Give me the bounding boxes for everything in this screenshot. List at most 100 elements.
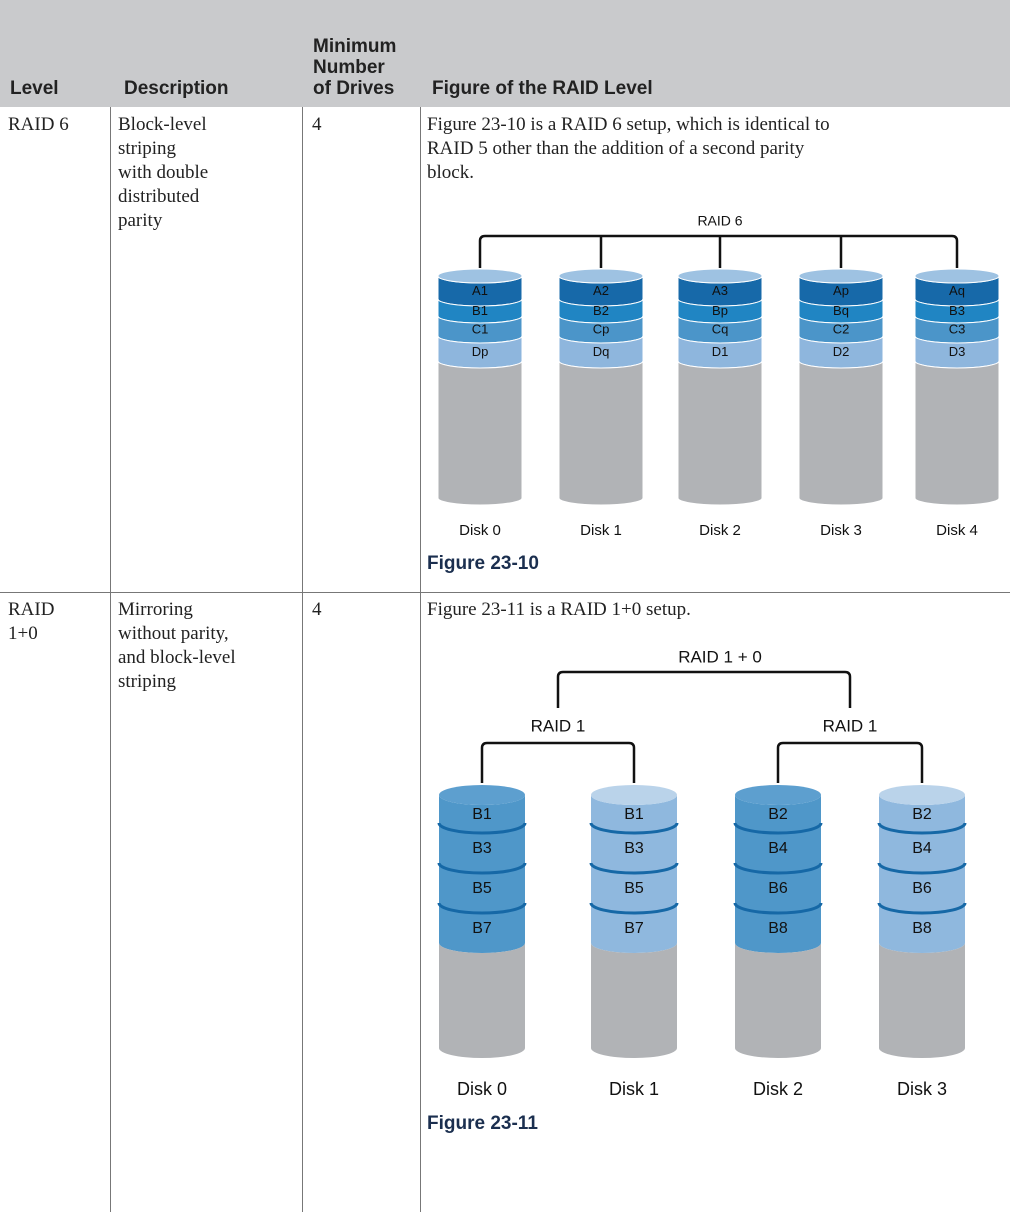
min-drives-cell: 4: [312, 114, 322, 135]
block-label: C3: [949, 322, 966, 337]
block-label: D1: [712, 344, 729, 359]
disk-top: [879, 785, 965, 805]
disk-top: [798, 268, 884, 284]
disk-label: Disk 3: [897, 1079, 947, 1099]
disk-block: [879, 863, 965, 913]
block-separator: [589, 822, 679, 835]
disk-label: Disk 2: [753, 1079, 803, 1099]
min-drives-cell: 4: [312, 599, 322, 620]
description-cell-line: striping: [118, 671, 177, 692]
block-label: B6: [912, 880, 932, 897]
block-label: B2: [912, 806, 932, 823]
block-label: Ap: [833, 283, 849, 298]
disk-block: [735, 903, 821, 953]
block-label: C2: [833, 322, 850, 337]
block-label: Bp: [712, 303, 728, 318]
block-label: D2: [833, 344, 850, 359]
disk-block: [591, 795, 677, 833]
disk-label: Disk 0: [459, 522, 501, 539]
description-cell-line: parity: [118, 210, 163, 231]
block-label: Cq: [712, 322, 729, 337]
column-border: [420, 107, 421, 1212]
figure-text: Figure 23-11 is a RAID 1+0 setup.: [427, 598, 691, 622]
figure-text-line: Figure 23-11 is a RAID 1+0 setup.: [427, 599, 691, 620]
block-label: Cp: [593, 322, 610, 337]
disk-block: [879, 903, 965, 953]
figure-text: Figure 23-10 is a RAID 6 setup, which is…: [427, 113, 830, 185]
block-label: Dq: [593, 344, 610, 359]
block-label: C1: [472, 322, 489, 337]
description-cell-line: and block-level: [118, 647, 236, 668]
disk-label: Disk 4: [936, 522, 978, 539]
figure-text-line: RAID 5 other than the addition of a seco…: [427, 138, 805, 159]
disk-top: [914, 268, 1000, 284]
block-label: A2: [593, 283, 609, 298]
disk-top: [558, 268, 644, 284]
description-cell-line: with double: [118, 162, 209, 183]
block-label: B3: [472, 840, 492, 857]
bracket: [480, 741, 636, 783]
header-cell-line: Description: [124, 78, 229, 99]
disk-block: [591, 903, 677, 953]
disk-body: [879, 943, 965, 1058]
disk-body: [677, 360, 763, 506]
disk-block: [439, 823, 525, 873]
header-cell-line: of Drives: [313, 78, 395, 99]
header-cell: Description: [124, 78, 229, 99]
block-label: B6: [768, 880, 788, 897]
disk-block: [439, 903, 525, 953]
diagram-title: RAID 6: [697, 213, 742, 229]
bracket: [556, 670, 852, 708]
block-label: B3: [624, 840, 644, 857]
level-cell-line: RAID: [8, 599, 55, 620]
block-label: B4: [912, 840, 932, 857]
table-header: Level Description Minimum Number of Drives Fi…: [0, 0, 1010, 107]
figure-text-line: Figure 23-10 is a RAID 6 setup, which is…: [427, 114, 830, 135]
block-separator: [733, 902, 823, 915]
block-label: B1: [472, 303, 488, 318]
block-separator: [877, 902, 967, 915]
disk-block: [735, 863, 821, 913]
block-separator: [437, 862, 527, 875]
level-cell: RAID 6: [8, 113, 69, 137]
disk-body: [798, 360, 884, 506]
header-cell: Minimum Number of Drives: [313, 36, 396, 99]
disk-top: [437, 268, 523, 284]
disk-block: [439, 863, 525, 913]
disk-block: [879, 795, 965, 833]
block-label: D3: [949, 344, 966, 359]
disk-body: [914, 360, 1000, 506]
block-label: A3: [712, 283, 728, 298]
disk-body: [437, 360, 523, 506]
row-border: [0, 592, 1010, 593]
header-cell-line: Number: [313, 57, 385, 78]
block-separator: [733, 862, 823, 875]
disk-label: Disk 1: [609, 1079, 659, 1099]
bracket: [776, 741, 924, 783]
description-cell-line: without parity,: [118, 623, 229, 644]
figure-caption: Figure 23-10: [427, 553, 539, 574]
block-separator: [589, 902, 679, 915]
description-cell-line: striping: [118, 138, 177, 159]
block-label: A1: [472, 283, 488, 298]
header-cell-line: Minimum: [313, 36, 397, 57]
disk-block: [735, 823, 821, 873]
diagram-title: RAID 1 + 0: [678, 647, 762, 666]
figure-caption: Figure 23-11: [427, 1113, 538, 1134]
disk-top: [677, 268, 763, 284]
figure-text-line: block.: [427, 162, 474, 183]
block-label: B1: [624, 806, 644, 823]
disk-body: [439, 943, 525, 1058]
block-label: B2: [768, 806, 788, 823]
disk-block: [439, 795, 525, 833]
block-label: B2: [593, 303, 609, 318]
description-cell: Mirroring without parity, and block-level s…: [118, 598, 236, 694]
disk-body: [735, 943, 821, 1058]
disk-body: [558, 360, 644, 506]
column-border: [302, 107, 303, 1212]
disk-top: [735, 785, 821, 805]
header-cell: Level: [10, 78, 59, 99]
disk-block: [591, 863, 677, 913]
block-label: B7: [624, 920, 644, 937]
